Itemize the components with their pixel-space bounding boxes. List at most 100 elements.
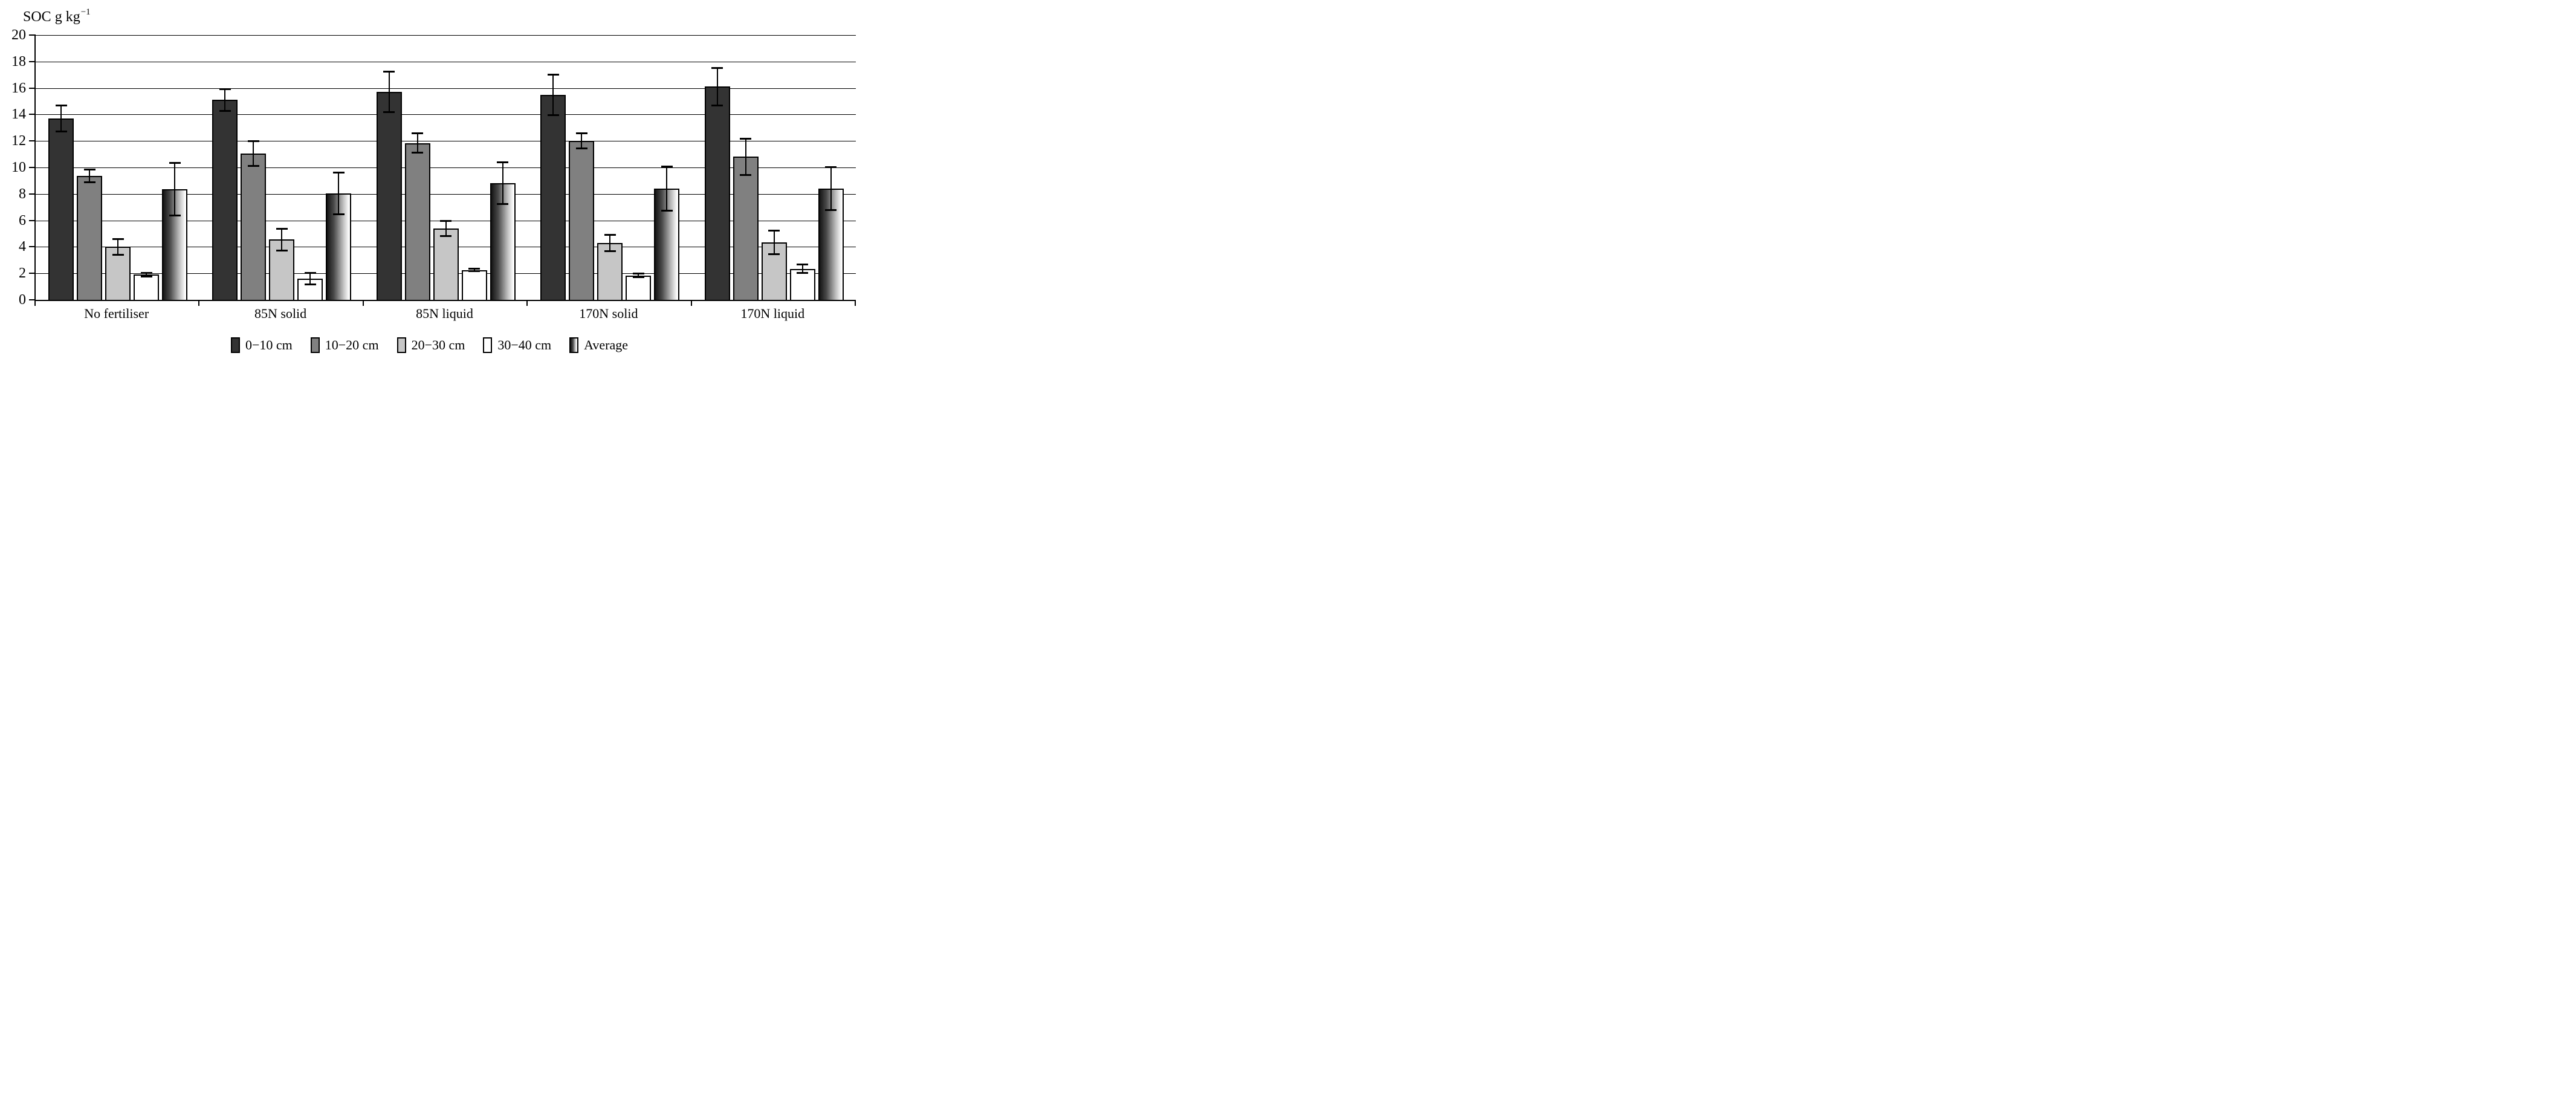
y-tick-label-6: 6: [19, 212, 26, 229]
y-tick-10: [29, 167, 36, 168]
y-tick-label-8: 8: [19, 186, 26, 202]
error-bar: [112, 238, 124, 256]
error-bar-cap-top: [140, 272, 152, 274]
y-tick-label-20: 20: [11, 27, 26, 43]
error-bar-cap-top: [497, 161, 509, 164]
error-bar-stem: [117, 238, 118, 256]
error-bar-cap-top: [83, 169, 95, 171]
error-bar: [219, 88, 231, 112]
error-bar-cap-bottom: [332, 213, 345, 215]
category-label-170n-solid: 170N solid: [579, 306, 638, 321]
error-bar: [497, 161, 509, 206]
error-bar-cap-bottom: [140, 275, 152, 277]
error-bar-cap-top: [169, 162, 181, 164]
y-tick-6: [29, 219, 36, 221]
category-label-85n-liquid: 85N liquid: [416, 306, 473, 321]
error-bar-stem: [388, 71, 390, 114]
gridline-y20: [36, 35, 856, 36]
legend-item-0−10-cm: 0−10 cm: [230, 337, 293, 353]
bar: [597, 242, 623, 300]
bar: [461, 270, 487, 300]
error-bar-cap-bottom: [247, 164, 259, 167]
error-bar-stem: [416, 132, 418, 154]
error-bar-cap-top: [468, 268, 481, 270]
bar: [626, 275, 652, 300]
legend-swatch-icon: [310, 337, 320, 353]
category-boundary-tick-4: [690, 300, 692, 306]
error-bar-cap-top: [711, 66, 723, 69]
error-bar-stem: [830, 166, 832, 212]
error-bar: [304, 272, 316, 285]
error-bar-cap-top: [604, 233, 616, 236]
y-axis-title-text: SOC g kg: [23, 9, 80, 25]
error-bar-cap-top: [740, 137, 752, 140]
error-bar-stem: [89, 169, 90, 184]
y-tick-label-2: 2: [19, 265, 26, 282]
x-axis-labels: No fertiliser 85N solid 85N liquid 170N sol…: [34, 304, 855, 325]
bar: [490, 183, 516, 300]
bar: [569, 141, 595, 300]
error-bar: [169, 162, 181, 217]
error-bar-stem: [473, 268, 475, 273]
error-bar-stem: [309, 272, 311, 285]
error-bar-cap-bottom: [412, 152, 424, 154]
error-bar: [412, 132, 424, 154]
gridline-y14: [36, 114, 856, 115]
error-bar-cap-top: [632, 273, 644, 275]
error-bar: [247, 140, 259, 167]
legend-item-average: Average: [569, 337, 628, 353]
error-bar: [604, 233, 616, 253]
error-bar-stem: [146, 272, 147, 277]
error-bar: [797, 263, 809, 274]
error-bar-stem: [60, 104, 62, 132]
error-bar: [711, 66, 723, 107]
error-bar-cap-bottom: [55, 130, 67, 132]
bar: [733, 157, 759, 300]
error-bar-cap-top: [797, 263, 809, 265]
error-bar-stem: [338, 171, 340, 215]
plot-area: 0 2 4 6 8 10 12 14 16 18 20: [11, 27, 856, 308]
error-bar-cap-top: [412, 132, 424, 134]
error-bar-cap-bottom: [768, 253, 780, 255]
error-bar-cap-bottom: [468, 270, 481, 273]
error-bar-cap-bottom: [276, 250, 288, 252]
error-bar-stem: [666, 165, 668, 212]
error-bar: [825, 166, 837, 212]
category-label-170n-liquid: 170N liquid: [740, 306, 805, 321]
error-bar-stem: [609, 233, 611, 253]
y-tick-0: [29, 299, 36, 300]
error-bar: [440, 219, 452, 237]
bar-group-170n-liquid: [692, 35, 856, 300]
error-bar-cap-bottom: [304, 283, 316, 285]
error-bar-cap-top: [547, 73, 559, 76]
error-bar-cap-top: [825, 166, 837, 168]
gridline-y16: [36, 88, 856, 89]
bar: [77, 176, 102, 300]
legend-swatch-icon: [396, 337, 406, 353]
error-bar: [83, 169, 95, 184]
legend-swatch-icon: [569, 337, 579, 353]
error-bar-cap-bottom: [604, 250, 616, 253]
soc-bar-chart: SOC g kg−1 0 2 4 6 8 10 12 14 16 18 20 No fertilis…: [0, 0, 859, 368]
error-bar-cap-bottom: [575, 147, 587, 150]
y-tick-label-0: 0: [19, 292, 26, 308]
error-bar-stem: [552, 73, 554, 116]
error-bar: [661, 165, 673, 212]
error-bar-stem: [224, 88, 226, 112]
category-label-85n-solid: 85N solid: [254, 306, 307, 321]
error-bar: [332, 171, 345, 215]
error-bar-cap-bottom: [219, 110, 231, 112]
error-bar-stem: [801, 263, 803, 274]
error-bar-cap-bottom: [83, 181, 95, 184]
error-bar-cap-bottom: [711, 105, 723, 107]
y-tick-label-10: 10: [11, 160, 26, 175]
bar: [376, 92, 402, 300]
error-bar-cap-bottom: [547, 114, 559, 116]
error-bar-cap-top: [304, 272, 316, 274]
category-boundary-tick-2: [362, 300, 364, 306]
bar: [48, 118, 74, 300]
y-tick-label-12: 12: [11, 133, 26, 149]
y-tick-label-16: 16: [11, 80, 26, 96]
legend-label: Average: [584, 337, 629, 352]
error-bar-cap-top: [55, 104, 67, 106]
